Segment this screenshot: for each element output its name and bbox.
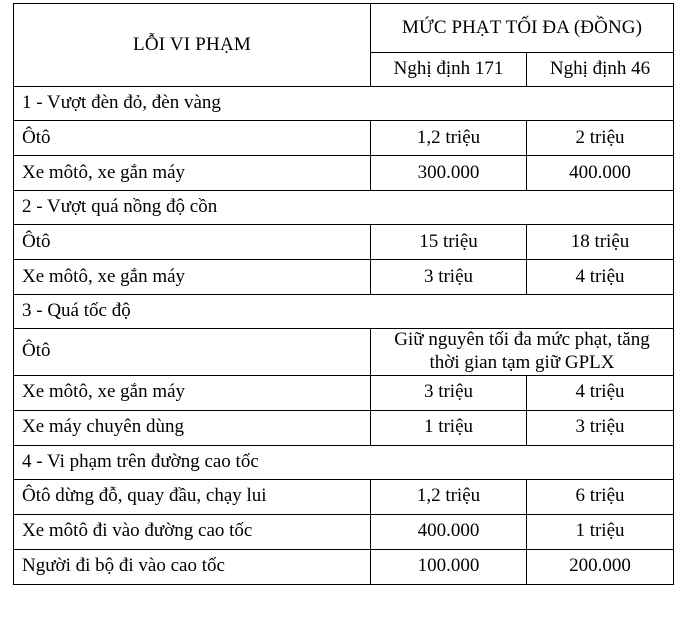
cell-merged-note: Giữ nguyên tối đa mức phạt, tăng thời gi… (370, 328, 674, 376)
header-offence: LỖI VI PHẠM (13, 3, 371, 87)
section-title: 1 - Vượt đèn đỏ, đèn vàng (13, 86, 674, 121)
section-title: 3 - Quá tốc độ (13, 294, 674, 329)
traffic-fine-table: LỖI VI PHẠM MỨC PHẠT TỐI ĐA (ĐỒNG) Nghị … (13, 3, 674, 585)
section-header-row: 2 - Vượt quá nồng độ cồn (13, 190, 674, 225)
cell-offence: Ôtô (13, 120, 371, 156)
table-row: Ôtô 15 triệu 18 triệu (13, 224, 674, 260)
table-row: Xe môtô, xe gắn máy 3 triệu 4 triệu (13, 259, 674, 295)
table-row: Ôtô Giữ nguyên tối đa mức phạt, tăng thời… (13, 328, 674, 376)
cell-amount-decree-171: 1 triệu (370, 409, 527, 446)
header-decree-46: Nghị định 46 (526, 52, 674, 87)
cell-amount-decree-171: 1,2 triệu (370, 478, 527, 515)
cell-amount-decree-46: 400.000 (526, 155, 674, 191)
cell-amount-decree-46: 1 triệu (526, 513, 674, 550)
header-row-secondary: Nghị định 171 Nghị định 46 (14, 52, 674, 87)
cell-amount-decree-46: 4 triệu (526, 374, 674, 411)
cell-amount-decree-171: 3 triệu (370, 374, 527, 411)
table-row: Xe môtô đi vào đường cao tốc 400.000 1 tri… (13, 513, 674, 550)
header-max-fine: MỨC PHẠT TỐI ĐA (ĐỒNG) (370, 3, 674, 53)
cell-amount-decree-171: 15 triệu (370, 224, 527, 260)
cell-amount-decree-46: 2 triệu (526, 120, 674, 156)
cell-amount-decree-46: 6 triệu (526, 478, 674, 515)
section-header-row: 3 - Quá tốc độ (13, 294, 674, 329)
cell-offence: Xe môtô, xe gắn máy (13, 155, 371, 191)
cell-offence: Ôtô (13, 224, 371, 260)
cell-amount-decree-171: 3 triệu (370, 259, 527, 295)
table-row: Xe môtô, xe gắn máy 300.000 400.000 (13, 155, 674, 191)
cell-offence: Ôtô (13, 328, 371, 376)
header-decree-171: Nghị định 171 (370, 52, 527, 87)
cell-offence: Xe môtô, xe gắn máy (13, 259, 371, 295)
table-row: Ôtô 1,2 triệu 2 triệu (13, 120, 674, 156)
cell-amount-decree-46: 200.000 (526, 548, 674, 585)
cell-amount-decree-171: 300.000 (370, 155, 527, 191)
cell-offence: Xe môtô đi vào đường cao tốc (13, 513, 371, 550)
cell-offence: Ôtô dừng đỗ, quay đầu, chạy lui (13, 478, 371, 515)
section-title: 2 - Vượt quá nồng độ cồn (13, 190, 674, 225)
cell-offence: Xe máy chuyên dùng (13, 409, 371, 446)
table-header: LỖI VI PHẠM MỨC PHẠT TỐI ĐA (ĐỒNG) Nghị … (13, 3, 674, 87)
cell-amount-decree-46: 18 triệu (526, 224, 674, 260)
cell-offence: Xe môtô, xe gắn máy (13, 374, 371, 411)
section-title: 4 - Vi phạm trên đường cao tốc (13, 444, 674, 480)
table-row: Người đi bộ đi vào cao tốc 100.000 200.000 (13, 548, 674, 585)
cell-amount-decree-171: 1,2 triệu (370, 120, 527, 156)
cell-amount-decree-171: 100.000 (370, 548, 527, 585)
table-body: 1 - Vượt đèn đỏ, đèn vàng Ôtô 1,2 triệu 2 t… (13, 86, 674, 585)
section-header-row: 4 - Vi phạm trên đường cao tốc (13, 444, 674, 480)
cell-amount-decree-46: 4 triệu (526, 259, 674, 295)
cell-amount-decree-46: 3 triệu (526, 409, 674, 446)
header-row-primary: LỖI VI PHẠM MỨC PHẠT TỐI ĐA (ĐỒNG) (13, 3, 674, 87)
cell-offence: Người đi bộ đi vào cao tốc (13, 548, 371, 585)
table-row: Ôtô dừng đỗ, quay đầu, chạy lui 1,2 triệu… (13, 478, 674, 515)
table-row: Xe máy chuyên dùng 1 triệu 3 triệu (13, 409, 674, 446)
cell-amount-decree-171: 400.000 (370, 513, 527, 550)
table-row: Xe môtô, xe gắn máy 3 triệu 4 triệu (13, 374, 674, 411)
section-header-row: 1 - Vượt đèn đỏ, đèn vàng (13, 86, 674, 121)
